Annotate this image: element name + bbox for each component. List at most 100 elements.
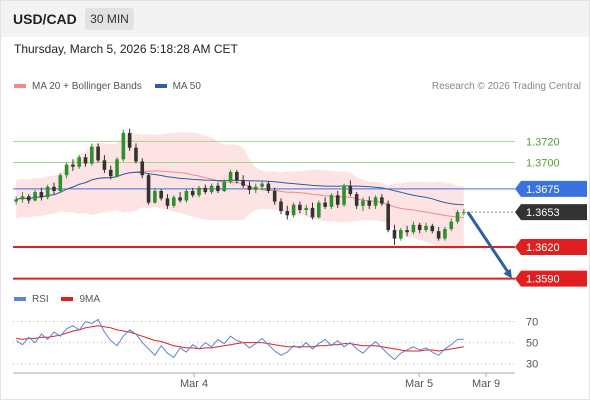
candle-body xyxy=(102,160,107,170)
candle-body xyxy=(77,157,82,167)
candle-body xyxy=(317,202,321,218)
candle-body xyxy=(335,195,340,205)
candle xyxy=(14,196,18,205)
candle-body xyxy=(90,146,94,164)
legend-item-9ma: 9MA xyxy=(61,294,100,305)
candle xyxy=(45,184,50,200)
candle xyxy=(134,143,138,164)
candle-body xyxy=(443,229,447,239)
legend-swatch xyxy=(61,297,74,302)
candle-body xyxy=(354,194,359,206)
price-tag xyxy=(515,204,587,221)
candle-body xyxy=(373,197,378,206)
candle xyxy=(373,195,378,209)
candle-body xyxy=(235,171,239,181)
research-credit: Research © 2026 Trading Central xyxy=(431,81,581,92)
candle-body xyxy=(190,191,195,196)
candle-body xyxy=(71,164,75,167)
candle-body xyxy=(45,186,50,198)
rsi-legend: RSI 9MA xyxy=(14,294,110,305)
candle xyxy=(335,191,340,208)
candle xyxy=(71,159,75,171)
candle xyxy=(398,227,403,241)
price-tag-label: 1.3653 xyxy=(526,207,560,219)
price-tag xyxy=(515,180,587,197)
candle xyxy=(209,183,214,195)
candle-body xyxy=(171,197,176,206)
candle xyxy=(165,194,170,209)
candle xyxy=(33,189,37,202)
candle xyxy=(436,226,441,241)
candle-body xyxy=(398,230,403,239)
legend-swatch xyxy=(14,297,26,302)
candle-body xyxy=(165,198,170,206)
candle xyxy=(108,165,113,180)
candle-body xyxy=(260,183,264,187)
candle-body xyxy=(222,181,227,191)
candle-body xyxy=(209,185,214,193)
legend-item-ma20: MA 20 + Bollinger Bands xyxy=(14,81,142,92)
candle-body xyxy=(33,192,37,201)
candle-body xyxy=(203,187,208,193)
candle xyxy=(411,221,416,235)
candle xyxy=(348,180,353,197)
legend-swatch xyxy=(154,84,167,89)
candle xyxy=(102,155,107,174)
candle-body xyxy=(392,230,397,239)
candle xyxy=(417,222,422,234)
candle xyxy=(455,210,460,224)
candle-body xyxy=(108,169,113,177)
candle xyxy=(222,179,227,193)
rsi-tick-label: 50 xyxy=(526,338,538,350)
candle xyxy=(115,157,119,178)
timeframe-button[interactable]: 30 MIN xyxy=(85,8,134,30)
time-axis: Mar 4 Mar 5 Mar 9 xyxy=(13,372,515,390)
candle-body xyxy=(58,175,63,191)
candle xyxy=(260,180,264,190)
candle-body xyxy=(153,191,157,203)
candle xyxy=(279,198,283,215)
legend-label: RSI xyxy=(32,294,49,305)
candle xyxy=(241,175,245,188)
candle xyxy=(184,188,189,203)
candle xyxy=(83,154,88,167)
candle-body xyxy=(380,197,384,204)
candle xyxy=(298,201,302,214)
candle-body xyxy=(121,132,126,160)
candle-body xyxy=(455,212,460,222)
candle xyxy=(386,200,390,233)
candle-body xyxy=(361,200,365,206)
candle-body xyxy=(52,186,56,191)
rsi-line xyxy=(15,318,464,361)
candle xyxy=(323,197,327,209)
candle-body xyxy=(291,204,296,216)
legend-label: MA 20 + Bollinger Bands xyxy=(32,81,142,92)
candle-body xyxy=(241,180,245,186)
candle xyxy=(304,204,309,216)
candle xyxy=(247,181,252,195)
candle-body xyxy=(405,230,409,233)
candle xyxy=(235,169,239,184)
candle-body xyxy=(184,191,189,201)
projection-arrow-head xyxy=(503,268,512,279)
bollinger-band-fill xyxy=(16,132,464,249)
candle xyxy=(228,169,233,184)
candle-body xyxy=(26,196,31,201)
timestamp: Thursday, March 5, 2026 5:18:28 AM CET xyxy=(14,42,238,56)
candle-body xyxy=(285,211,290,216)
candle-body xyxy=(411,224,416,233)
candle xyxy=(266,181,271,194)
candle xyxy=(178,192,182,203)
candle xyxy=(39,187,44,201)
candle xyxy=(380,194,384,206)
time-tick-label: Mar 4 xyxy=(180,378,208,390)
candles xyxy=(14,128,466,245)
time-tick-label: Mar 9 xyxy=(472,378,500,390)
candle xyxy=(190,187,195,198)
legend-label: 9MA xyxy=(79,294,101,305)
candle-body xyxy=(449,221,454,230)
candle-body xyxy=(140,161,145,176)
candle xyxy=(121,129,126,162)
